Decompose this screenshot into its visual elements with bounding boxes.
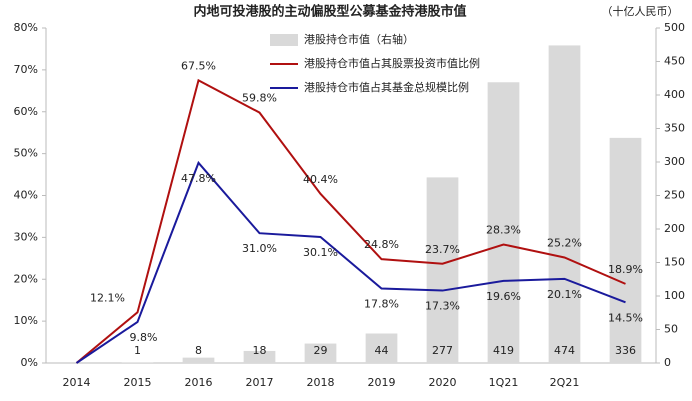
bar-value-label: 474: [554, 344, 575, 357]
line-value-label: 17.3%: [425, 300, 460, 313]
y2-tick-label: 450: [664, 55, 685, 68]
x-tick-label: 2016: [185, 376, 213, 389]
y2-tick-label: 300: [664, 155, 685, 168]
line-value-label: 59.8%: [242, 92, 277, 105]
line-value-label: 67.5%: [181, 59, 216, 72]
y2-tick-label: 150: [664, 256, 685, 269]
bar: [304, 343, 337, 363]
y-tick-label: 20%: [14, 272, 38, 285]
y-tick-label: 50%: [14, 147, 38, 160]
legend-swatch: [270, 34, 298, 46]
y2-tick-label: 100: [664, 289, 685, 302]
y2-axis-label: （十亿人民币）: [602, 4, 679, 18]
y-tick-label: 10%: [14, 314, 38, 327]
bar-value-label: 44: [375, 344, 389, 357]
y-tick-label: 80%: [14, 21, 38, 34]
line-value-label: 20.1%: [547, 288, 582, 301]
bar: [365, 333, 398, 363]
x-tick-label: 2017: [246, 376, 274, 389]
bar: [548, 45, 581, 364]
bar-value-label: 29: [314, 344, 328, 357]
bar-value-label: 336: [615, 344, 636, 357]
legend-label: 港股持仓市值（右轴）: [304, 32, 414, 46]
y2-tick-label: 200: [664, 222, 685, 235]
y2-tick-label: 50: [664, 323, 678, 336]
y-tick-label: 40%: [14, 189, 38, 202]
bar-value-label: 1: [134, 344, 141, 357]
line-value-label: 9.8%: [130, 331, 158, 344]
bar-value-label: 277: [432, 344, 453, 357]
line-value-label: 31.0%: [242, 242, 277, 255]
line-value-label: 40.4%: [303, 173, 338, 186]
y2-tick-label: 500: [664, 21, 685, 34]
line-value-label: 47.8%: [181, 172, 216, 185]
y2-tick-label: 0: [664, 356, 671, 369]
line-value-label: 25.2%: [547, 236, 582, 249]
line-value-label: 19.6%: [486, 290, 521, 303]
y-tick-label: 60%: [14, 105, 38, 118]
line: [75, 78, 626, 364]
x-tick-label: 2020: [429, 376, 457, 389]
legend-label: 港股持仓市值占其基金总规模比例: [304, 80, 469, 94]
line-value-label: 18.9%: [608, 263, 643, 276]
bar-value-label: 419: [493, 344, 514, 357]
bar: [426, 177, 459, 363]
y2-tick-label: 250: [664, 189, 685, 202]
line-value-label: 24.8%: [364, 238, 399, 251]
line-value-label: 12.1%: [90, 291, 125, 304]
line-value-label: 28.3%: [486, 223, 521, 236]
bar: [182, 357, 215, 363]
bar: [609, 137, 642, 363]
x-tick-label: 1Q21: [489, 376, 519, 389]
line-value-label: 17.8%: [364, 297, 399, 310]
bar: [243, 350, 276, 363]
y2-tick-label: 350: [664, 122, 685, 135]
y-tick-label: 30%: [14, 230, 38, 243]
line-value-label: 14.5%: [608, 311, 643, 324]
y2-tick-label: 400: [664, 88, 685, 101]
legend-label: 港股持仓市值占其股票投资市值比例: [304, 56, 480, 70]
x-tick-label: 2014: [63, 376, 91, 389]
bar: [121, 362, 154, 363]
bar: [487, 82, 520, 364]
x-tick-label: 2015: [124, 376, 152, 389]
x-tick-label: 2019: [368, 376, 396, 389]
y-tick-label: 0%: [21, 356, 38, 369]
bar-value-label: 8: [195, 344, 202, 357]
x-tick-label: 2018: [307, 376, 335, 389]
line-value-label: 23.7%: [425, 243, 460, 256]
line-value-label: 30.1%: [303, 246, 338, 259]
chart-title: 内地可投港股的主动偏股型公募基金持港股市值: [193, 4, 466, 20]
x-tick-label: 2Q21: [550, 376, 580, 389]
line: [75, 160, 626, 364]
y-tick-label: 70%: [14, 63, 38, 76]
bar-value-label: 18: [253, 344, 267, 357]
